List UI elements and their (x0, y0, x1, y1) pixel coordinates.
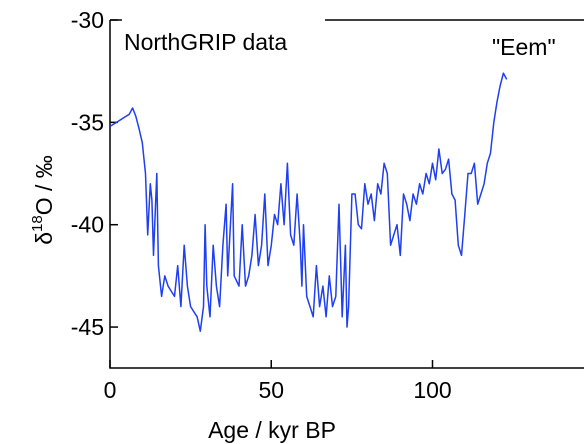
x-tick-label: 0 (104, 377, 117, 403)
y-tick-label: -45 (71, 314, 104, 340)
annotation: "Eem" (492, 34, 556, 60)
y-tick-label: -30 (71, 7, 104, 33)
y-axis-label: δ18O / ‰ (29, 155, 57, 245)
x-tick-label: 50 (258, 377, 284, 403)
y-tick-label: -35 (71, 109, 104, 135)
chart-title: NorthGRIP data (124, 29, 287, 55)
data-line (109, 72, 508, 332)
y-label-rest: O / ‰ (31, 155, 57, 215)
y-label-symbol: δ (31, 232, 57, 245)
x-tick-label: 100 (413, 377, 451, 403)
y-label-sup: 18 (29, 215, 46, 232)
x-axis-label: Age / kyr BP (208, 417, 336, 443)
y-tick-label: -40 (71, 212, 104, 238)
